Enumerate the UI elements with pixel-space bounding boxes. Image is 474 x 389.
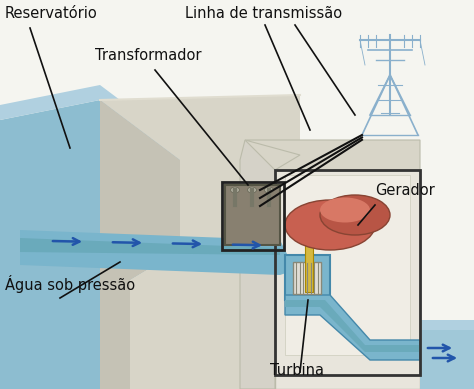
- Text: Gerador: Gerador: [375, 183, 435, 198]
- Polygon shape: [420, 340, 474, 389]
- Ellipse shape: [264, 187, 273, 193]
- FancyBboxPatch shape: [293, 262, 321, 294]
- Text: Transformador: Transformador: [95, 48, 201, 63]
- FancyBboxPatch shape: [305, 230, 313, 292]
- Text: Linha de transmissão: Linha de transmissão: [185, 6, 342, 21]
- Polygon shape: [0, 100, 180, 389]
- Ellipse shape: [320, 195, 390, 235]
- Polygon shape: [275, 170, 420, 389]
- Text: Água sob pressão: Água sob pressão: [5, 275, 135, 293]
- FancyBboxPatch shape: [285, 255, 330, 300]
- Polygon shape: [20, 238, 280, 255]
- Ellipse shape: [285, 200, 375, 250]
- Polygon shape: [380, 320, 474, 389]
- Ellipse shape: [247, 187, 256, 193]
- Polygon shape: [285, 295, 420, 360]
- Polygon shape: [0, 85, 180, 160]
- FancyBboxPatch shape: [285, 175, 410, 355]
- Polygon shape: [100, 100, 180, 389]
- Polygon shape: [380, 320, 474, 330]
- Polygon shape: [20, 230, 295, 275]
- Text: Reservatório: Reservatório: [5, 6, 98, 21]
- FancyBboxPatch shape: [225, 185, 280, 245]
- Polygon shape: [245, 140, 420, 170]
- Ellipse shape: [230, 187, 239, 193]
- Text: Turbina: Turbina: [270, 363, 324, 378]
- Ellipse shape: [320, 198, 370, 223]
- Polygon shape: [285, 300, 420, 352]
- Polygon shape: [100, 95, 300, 389]
- Polygon shape: [240, 140, 275, 389]
